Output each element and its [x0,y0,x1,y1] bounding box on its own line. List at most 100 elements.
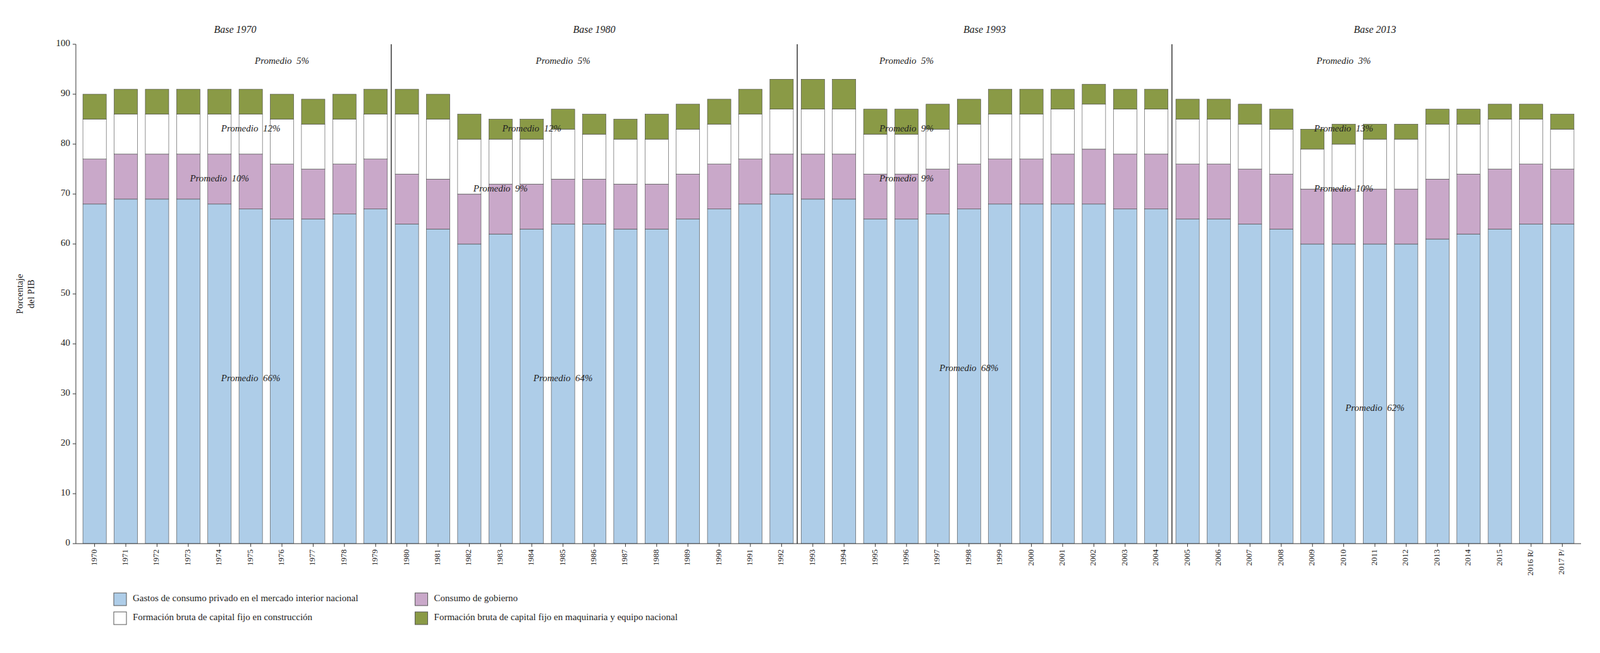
x-tick [812,543,813,547]
bar-segment [769,109,794,155]
bar-segment [988,114,1013,160]
x-tick-label: 2017 P/ [1556,549,1566,575]
x-tick-label: 1977 [307,549,317,567]
bar-segment [1550,128,1575,169]
bar-segment [707,123,731,164]
bar-segment [644,228,669,544]
bar-segment [1269,128,1293,174]
bar-segment [1050,154,1075,205]
bar-segment [957,99,981,125]
x-tick [1436,543,1438,547]
bar-segment [114,114,138,155]
bar-segment [364,209,388,544]
bar-segment [832,79,856,109]
bar-segment [1019,204,1044,544]
bar-segment [1300,244,1325,544]
period-label: Base 2013 [1353,24,1396,35]
bar-segment [800,79,825,109]
bar-segment [1362,139,1387,190]
legend-swatch [113,611,127,625]
legend-swatch [113,592,127,606]
bar-segment [488,233,513,544]
x-tick-label: 1988 [651,549,661,566]
x-tick-label: 2004 [1150,549,1161,567]
bar-segment [1082,104,1106,150]
bar-segment [832,154,856,200]
x-tick-label: 2008 [1275,549,1286,566]
x-tick [438,543,439,547]
x-tick [531,543,533,547]
average-annotation: Promedio 64% [532,372,593,384]
y-tick-label: 70 [60,187,71,198]
bar-segment [1050,109,1075,155]
x-tick [312,543,314,547]
bar-segment [863,134,887,174]
x-tick [500,543,501,547]
bar-segment [301,123,325,169]
bar-segment [1425,178,1449,239]
bar-segment [1175,119,1200,165]
x-tick-label: 1991 [744,549,755,566]
bar-segment [1144,109,1169,155]
bar-segment [145,199,169,544]
bar-segment [1050,89,1075,110]
y-tick-label: 40 [60,337,71,348]
x-tick [594,543,595,547]
bar-segment [270,94,294,120]
bar-segment [1113,154,1137,210]
bar-segment [332,119,356,165]
legend-swatch [415,592,428,606]
bar-segment [1175,99,1200,120]
bar-segment [1394,139,1418,190]
x-tick-label: 1998 [963,549,973,566]
y-tick-label: 50 [60,287,71,298]
x-tick [687,543,689,547]
bar-segment [520,139,544,184]
bar-segment [613,119,638,140]
bar-segment [957,123,981,164]
x-tick [843,543,845,547]
bar-segment [1362,189,1387,245]
bar-segment [769,194,794,544]
x-tick [1374,543,1375,547]
bar-segment [1519,223,1543,544]
x-tick-label: 1992 [775,549,786,566]
bar-segment [457,114,482,140]
bar-segment [1425,109,1449,125]
x-tick [1562,543,1563,547]
x-tick [1499,543,1501,547]
bar-segment [613,183,638,229]
x-tick [281,543,283,547]
bar-segment [676,173,700,219]
x-tick [1000,543,1001,547]
x-tick-label: 2002 [1087,549,1098,566]
x-tick-label: 1999 [994,549,1004,566]
x-tick [781,543,782,547]
average-annotation: Promedio 10% [1313,183,1374,194]
bar-segment [176,89,200,115]
bar-segment [1144,209,1169,544]
bar-segment [1394,189,1418,245]
bar-segment [1457,109,1481,125]
bar-segment [1394,244,1418,544]
y-tick [72,393,76,395]
bar-segment [395,173,419,224]
legend-item: Formación bruta de capital fijo en maqui… [415,611,678,625]
bar-segment [926,128,950,169]
average-annotation: Promedio 5% [254,55,310,66]
bar-segment [1082,84,1106,105]
x-tick [125,543,127,547]
bar-segment [988,89,1013,115]
bar-segment [114,199,138,544]
bar-segment [738,204,762,544]
x-tick-label: 1970 [89,549,99,566]
x-tick-label: 2000 [1025,549,1036,566]
bar-segment [769,79,794,109]
x-tick [1530,543,1532,547]
bar-segment [145,89,169,115]
bar-segment [207,114,232,155]
x-tick-label: 2003 [1119,549,1130,566]
x-tick-label: 1993 [807,549,817,566]
x-tick [1468,543,1470,547]
bar-segment [582,134,606,179]
